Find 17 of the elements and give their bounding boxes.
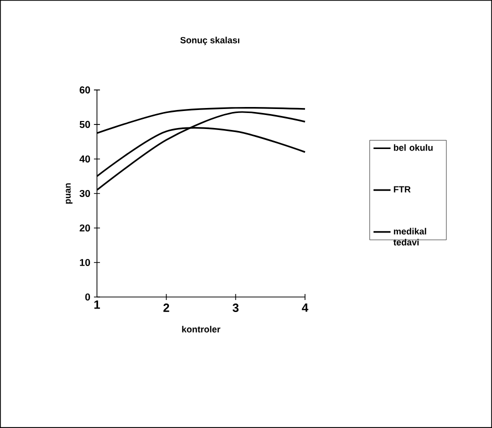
x-tick-label: 3 — [232, 304, 239, 312]
legend-label: bel okulu — [394, 144, 433, 151]
y-tick-label: 20 — [80, 224, 90, 232]
y-tick-label: 50 — [80, 120, 90, 128]
y-tick-label: 10 — [80, 258, 90, 266]
x-tick-label: 4 — [302, 304, 308, 312]
x-tick-label: 2 — [163, 304, 170, 312]
chart-title: Sonuç skalası — [180, 36, 240, 46]
y-tick-label: 30 — [80, 190, 90, 198]
x-axis-title: kontroler — [182, 326, 220, 332]
legend-label: FTR — [394, 186, 411, 192]
legend-label: medikal tedavi — [393, 228, 426, 246]
y-tick-label: 40 — [79, 155, 90, 163]
x-tick-label: 1 — [94, 300, 100, 309]
y-tick-label: 0 — [85, 294, 90, 301]
y-axis-title: puan — [66, 183, 72, 204]
y-tick-label: 60 — [80, 86, 90, 94]
